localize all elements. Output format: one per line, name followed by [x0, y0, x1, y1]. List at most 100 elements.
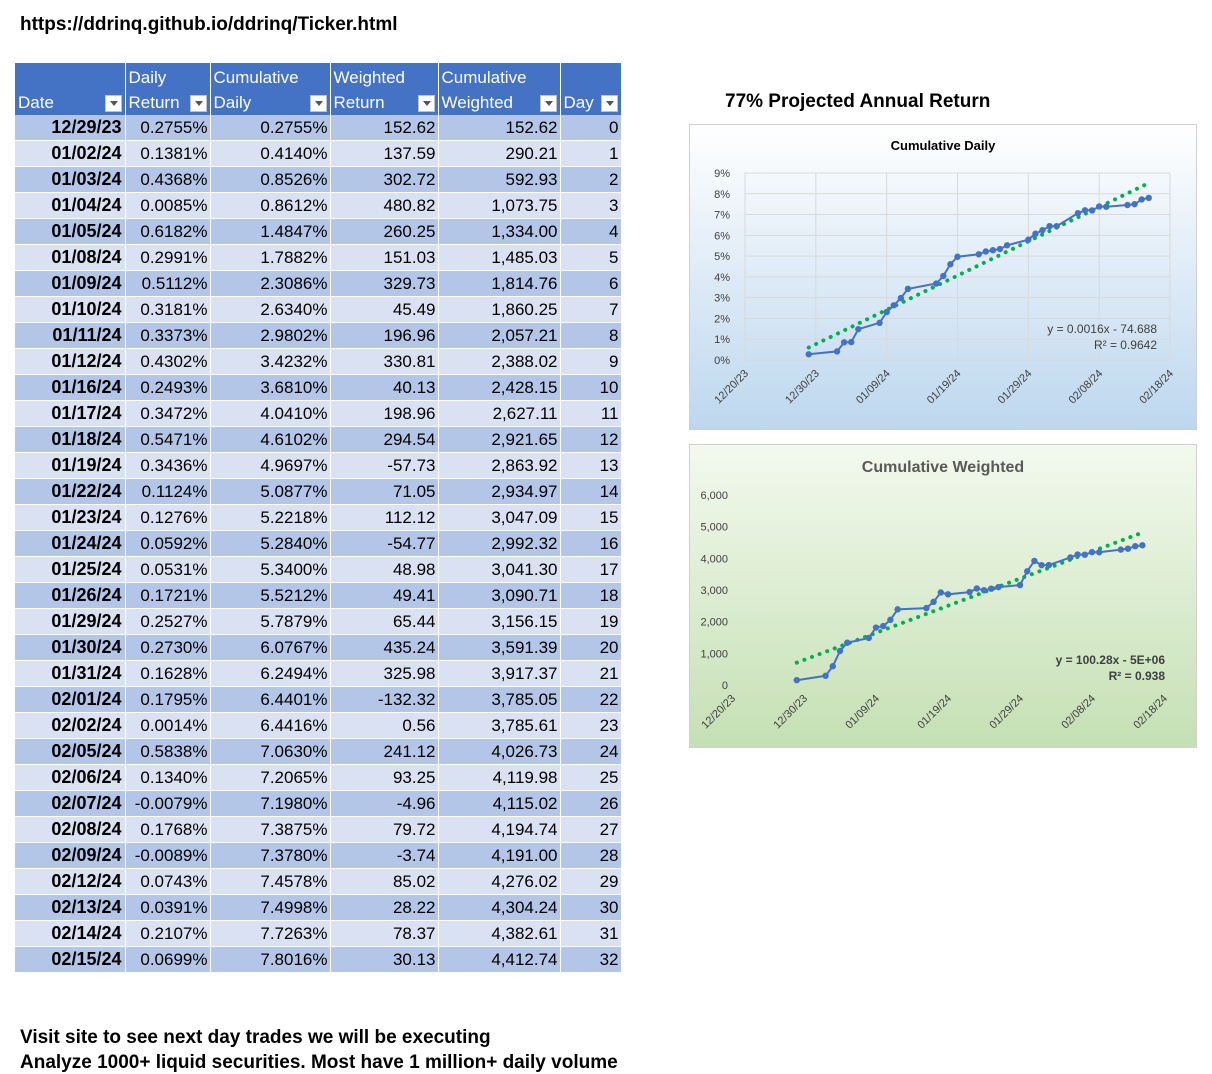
cell-weighted-return[interactable]: 330.81: [330, 348, 439, 375]
data-point[interactable]: [793, 676, 800, 684]
cell-weighted-return[interactable]: -4.96: [330, 790, 439, 817]
cell-cumulative-daily[interactable]: 5.0877%: [210, 478, 331, 505]
cell-cumulative-weighted[interactable]: 4,304.24: [438, 894, 561, 921]
data-point[interactable]: [1145, 194, 1152, 202]
cell-cumulative-daily[interactable]: 5.3400%: [210, 556, 331, 583]
cell-day[interactable]: 32: [560, 946, 622, 973]
cell-date[interactable]: 02/06/24: [15, 764, 126, 791]
cell-weighted-return[interactable]: 85.02: [330, 868, 439, 895]
cell-cumulative-daily[interactable]: 6.2494%: [210, 660, 331, 687]
data-point[interactable]: [1046, 222, 1053, 230]
cell-cumulative-weighted[interactable]: 3,156.15: [438, 608, 561, 635]
cell-cumulative-daily[interactable]: 7.8016%: [210, 946, 331, 973]
cell-daily-return[interactable]: 0.1768%: [125, 816, 211, 843]
cell-daily-return[interactable]: 0.2493%: [125, 374, 211, 401]
data-point[interactable]: [833, 348, 841, 355]
cell-date[interactable]: 02/09/24: [15, 842, 126, 869]
cell-weighted-return[interactable]: 151.03: [330, 244, 439, 271]
cell-date[interactable]: 02/15/24: [15, 946, 126, 973]
data-point[interactable]: [1038, 561, 1045, 569]
data-point[interactable]: [975, 251, 982, 258]
cell-daily-return[interactable]: 0.1721%: [125, 582, 211, 609]
cell-weighted-return[interactable]: 0.56: [330, 712, 439, 739]
data-point[interactable]: [1053, 222, 1060, 230]
data-point[interactable]: [883, 308, 890, 316]
cell-weighted-return[interactable]: 241.12: [330, 738, 439, 765]
cell-daily-return[interactable]: -0.0089%: [125, 842, 211, 869]
data-point[interactable]: [996, 245, 1004, 253]
cell-cumulative-daily[interactable]: 4.9697%: [210, 452, 331, 479]
cell-date[interactable]: 01/04/24: [15, 192, 126, 219]
cell-day[interactable]: 29: [560, 868, 622, 895]
cell-cumulative-daily[interactable]: 0.2755%: [210, 115, 331, 141]
cell-weighted-return[interactable]: -3.74: [330, 842, 439, 869]
cell-daily-return[interactable]: 0.2107%: [125, 920, 211, 947]
data-point[interactable]: [1039, 226, 1046, 234]
cell-day[interactable]: 7: [560, 296, 622, 323]
cell-date[interactable]: 02/05/24: [15, 738, 126, 765]
cell-date[interactable]: 01/08/24: [15, 244, 126, 271]
cell-cumulative-weighted[interactable]: 4,382.61: [438, 920, 561, 947]
cell-cumulative-weighted[interactable]: 2,057.21: [438, 322, 561, 349]
cell-date[interactable]: 01/19/24: [15, 452, 126, 479]
data-point[interactable]: [822, 672, 829, 680]
cell-date[interactable]: 01/05/24: [15, 218, 126, 245]
data-point[interactable]: [1024, 568, 1031, 575]
cell-day[interactable]: 30: [560, 894, 622, 921]
cell-day[interactable]: 17: [560, 556, 622, 583]
data-point[interactable]: [1124, 201, 1131, 209]
cell-day[interactable]: 18: [560, 582, 622, 609]
site-url[interactable]: https://ddrinq.github.io/ddrinq/Ticker.h…: [20, 14, 398, 35]
data-point[interactable]: [937, 589, 944, 596]
cell-cumulative-daily[interactable]: 2.6340%: [210, 296, 331, 323]
cell-date[interactable]: 01/30/24: [15, 634, 126, 661]
cell-cumulative-weighted[interactable]: 1,860.25: [438, 296, 561, 323]
cell-day[interactable]: 5: [560, 244, 622, 271]
data-point[interactable]: [1088, 548, 1096, 556]
data-point[interactable]: [1131, 200, 1138, 208]
data-point[interactable]: [947, 261, 954, 268]
cell-weighted-return[interactable]: 435.24: [330, 634, 439, 661]
cell-cumulative-daily[interactable]: 4.0410%: [210, 400, 331, 427]
cell-day[interactable]: 0: [560, 115, 622, 141]
cell-date[interactable]: 01/22/24: [15, 478, 126, 505]
cell-day[interactable]: 8: [560, 322, 622, 349]
cell-daily-return[interactable]: 0.1276%: [125, 504, 211, 531]
data-point[interactable]: [872, 624, 880, 631]
column-header-weighted-return[interactable]: Weighted Return: [330, 63, 439, 115]
data-point[interactable]: [933, 280, 940, 287]
cell-cumulative-daily[interactable]: 5.5212%: [210, 582, 331, 609]
cell-day[interactable]: 1: [560, 140, 622, 167]
cell-date[interactable]: 01/16/24: [15, 374, 126, 401]
cell-daily-return[interactable]: 0.5838%: [125, 738, 211, 765]
cell-date[interactable]: 01/09/24: [15, 270, 126, 297]
cell-daily-return[interactable]: 0.4368%: [125, 166, 211, 193]
cell-date[interactable]: 01/12/24: [15, 348, 126, 375]
data-point[interactable]: [954, 253, 961, 260]
cell-cumulative-weighted[interactable]: 2,627.11: [438, 400, 561, 427]
cell-cumulative-daily[interactable]: 7.0630%: [210, 738, 331, 765]
data-point[interactable]: [894, 606, 901, 613]
cell-daily-return[interactable]: 0.1340%: [125, 764, 211, 791]
data-point[interactable]: [1096, 549, 1103, 556]
cell-cumulative-daily[interactable]: 7.2065%: [210, 764, 331, 791]
cell-date[interactable]: 02/07/24: [15, 790, 126, 817]
data-point[interactable]: [966, 588, 973, 596]
cell-daily-return[interactable]: 0.6182%: [125, 218, 211, 245]
cell-daily-return[interactable]: 0.0014%: [125, 712, 211, 739]
cell-weighted-return[interactable]: 329.73: [330, 270, 439, 297]
data-point[interactable]: [1095, 203, 1103, 210]
cell-day[interactable]: 12: [560, 426, 622, 453]
cell-daily-return[interactable]: 0.5471%: [125, 426, 211, 453]
cell-date[interactable]: 02/02/24: [15, 712, 126, 739]
filter-dropdown-icon[interactable]: [600, 95, 618, 112]
cell-daily-return[interactable]: 0.1795%: [125, 686, 211, 713]
data-point[interactable]: [980, 587, 988, 594]
cell-daily-return[interactable]: 0.2755%: [125, 115, 211, 141]
cell-day[interactable]: 28: [560, 842, 622, 869]
data-point[interactable]: [923, 604, 930, 612]
data-point[interactable]: [1088, 207, 1096, 214]
cell-cumulative-daily[interactable]: 7.4578%: [210, 868, 331, 895]
cell-cumulative-daily[interactable]: 5.2218%: [210, 504, 331, 531]
cell-cumulative-daily[interactable]: 5.2840%: [210, 530, 331, 557]
